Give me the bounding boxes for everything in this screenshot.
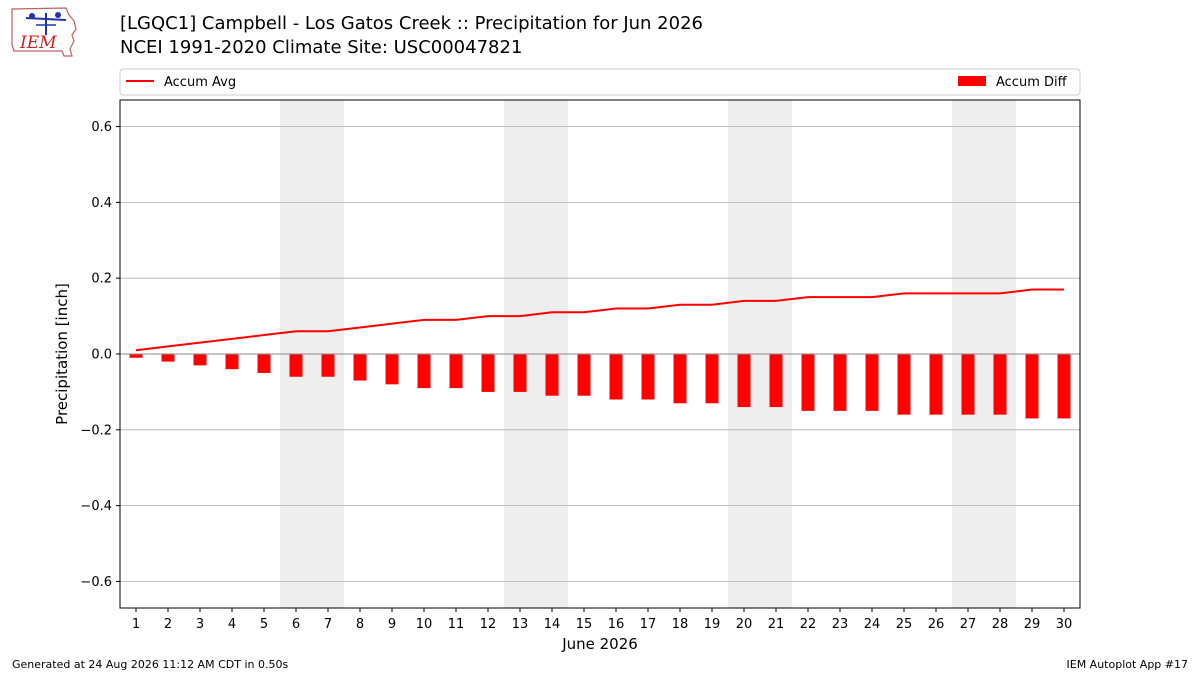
x-tick-label: 15 xyxy=(576,617,593,632)
accum-diff-bar xyxy=(801,354,815,411)
y-axis-label: Precipitation [inch] xyxy=(53,283,71,425)
x-tick-label: 29 xyxy=(1024,617,1041,632)
y-tick-label: 0.4 xyxy=(91,196,112,211)
accum-diff-bar xyxy=(513,354,527,392)
accum-diff-bar xyxy=(769,354,783,408)
accum-diff-bar xyxy=(993,354,1007,415)
x-tick-label: 21 xyxy=(768,617,785,632)
x-tick-label: 19 xyxy=(704,617,721,632)
accum-diff-bar xyxy=(161,354,175,362)
x-tick-label: 17 xyxy=(640,617,657,632)
accum-diff-bar xyxy=(705,354,719,404)
accum-diff-bar xyxy=(897,354,911,415)
x-tick-label: 12 xyxy=(480,617,497,632)
accum-diff-bar xyxy=(321,354,335,377)
accum-diff-bar xyxy=(1025,354,1039,419)
iem-logo: IEM xyxy=(11,7,77,57)
x-tick-label: 23 xyxy=(832,617,849,632)
accum-diff-bar xyxy=(225,354,239,370)
x-tick-label: 1 xyxy=(132,617,140,632)
legend-label-accum-diff: Accum Diff xyxy=(996,75,1068,90)
accum-diff-bar xyxy=(833,354,847,411)
accum-diff-bar xyxy=(673,354,687,404)
x-tick-label: 7 xyxy=(324,617,332,632)
accum-diff-bar xyxy=(449,354,463,389)
accum-diff-bar xyxy=(289,354,303,377)
logo-text: IEM xyxy=(19,33,57,53)
x-tick-label: 14 xyxy=(544,617,561,632)
accum-diff-bar xyxy=(961,354,975,415)
legend-label-accum-avg: Accum Avg xyxy=(164,75,236,90)
x-tick-label: 10 xyxy=(416,617,433,632)
accum-diff-bars xyxy=(129,354,1071,419)
accum-avg-series-line xyxy=(135,288,1064,352)
x-axis-ticks: 1 2 3 4 5 6 7 8 9 10 11 12 13 14 15 16 17 18 19 20 21 22 23 24 2… xyxy=(132,608,1072,632)
x-tick-label: 25 xyxy=(896,617,913,632)
accum-avg-line xyxy=(135,288,1064,352)
y-tick-label: −0.6 xyxy=(80,575,112,590)
accum-diff-bar xyxy=(609,354,623,400)
legend-bar-swatch xyxy=(958,76,986,86)
x-tick-label: 6 xyxy=(292,617,300,632)
x-tick-label: 28 xyxy=(992,617,1009,632)
y-axis-ticks: −0.6 −0.4 −0.2 0.0 0.2 0.4 0.6 xyxy=(80,120,120,590)
x-tick-label: 22 xyxy=(800,617,817,632)
accum-diff-bar xyxy=(385,354,399,385)
x-tick-label: 4 xyxy=(228,617,236,632)
accum-diff-bar xyxy=(865,354,879,411)
y-tick-label: −0.4 xyxy=(80,499,112,514)
accum-diff-bar xyxy=(353,354,367,381)
x-tick-label: 11 xyxy=(448,617,465,632)
x-tick-label: 16 xyxy=(608,617,625,632)
x-tick-label: 20 xyxy=(736,617,753,632)
accum-diff-bar xyxy=(577,354,591,396)
x-tick-label: 3 xyxy=(196,617,204,632)
x-tick-label: 24 xyxy=(864,617,881,632)
x-tick-label: 5 xyxy=(260,617,268,632)
x-tick-label: 9 xyxy=(388,617,396,632)
accum-diff-bar xyxy=(737,354,751,408)
accum-diff-bar xyxy=(545,354,559,396)
accum-diff-bar xyxy=(929,354,943,415)
chart-title: [LGQC1] Campbell - Los Gatos Creek :: Pr… xyxy=(120,13,703,34)
accum-diff-bar xyxy=(257,354,271,373)
y-tick-label: −0.2 xyxy=(80,423,112,438)
app-label: IEM Autoplot App #17 xyxy=(1066,658,1189,671)
accum-diff-bar xyxy=(481,354,495,392)
x-tick-label: 27 xyxy=(960,617,977,632)
y-tick-label: 0.6 xyxy=(91,120,112,135)
accum-diff-bar xyxy=(417,354,431,389)
chart-subtitle: NCEI 1991-2020 Climate Site: USC00047821 xyxy=(120,37,523,58)
accum-diff-bar xyxy=(129,354,143,358)
legend-box xyxy=(119,68,1081,96)
x-tick-label: 30 xyxy=(1056,617,1073,632)
y-tick-label: 0.0 xyxy=(91,348,112,363)
accum-diff-bar xyxy=(193,354,207,366)
x-tick-label: 18 xyxy=(672,617,689,632)
x-tick-label: 8 xyxy=(356,617,364,632)
generated-timestamp: Generated at 24 Aug 2026 11:12 AM CDT in… xyxy=(12,658,289,671)
x-tick-label: 26 xyxy=(928,617,945,632)
y-tick-label: 0.2 xyxy=(91,272,112,287)
x-tick-label: 2 xyxy=(164,617,172,632)
x-axis-label: June 2026 xyxy=(561,635,638,653)
legend: Accum Avg Accum Diff xyxy=(119,68,1081,96)
x-tick-label: 13 xyxy=(512,617,529,632)
accum-diff-bar xyxy=(641,354,655,400)
accum-diff-bar xyxy=(1057,354,1071,419)
